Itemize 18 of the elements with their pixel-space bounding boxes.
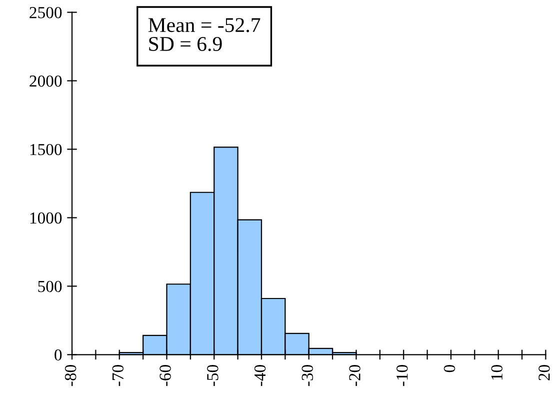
x-tick-label: -70 (112, 365, 124, 386)
x-tick-label: 20 (538, 365, 550, 380)
y-tick-label: 1000 (30, 212, 62, 224)
y-tick-label: 500 (38, 280, 62, 292)
x-tick-label: 0 (444, 365, 456, 372)
x-tick-label: -10 (396, 365, 408, 386)
y-tick-label: 2500 (30, 7, 62, 18)
x-tick-label: -80 (64, 365, 76, 386)
x-tick-label: 10 (491, 365, 502, 380)
y-tick-label: 0 (54, 349, 62, 361)
x-tick-label: -40 (254, 365, 266, 386)
x-tick-label: -30 (302, 365, 314, 386)
x-tick-label: -60 (160, 365, 171, 386)
annotation: Mean = -52.7 SD = 6.9 (148, 18, 260, 52)
x-tick-label: -20 (349, 365, 360, 386)
x-tick-label: -50 (207, 365, 218, 386)
y-tick-label: 2000 (30, 75, 62, 87)
y-tick-label: 1500 (30, 144, 62, 156)
